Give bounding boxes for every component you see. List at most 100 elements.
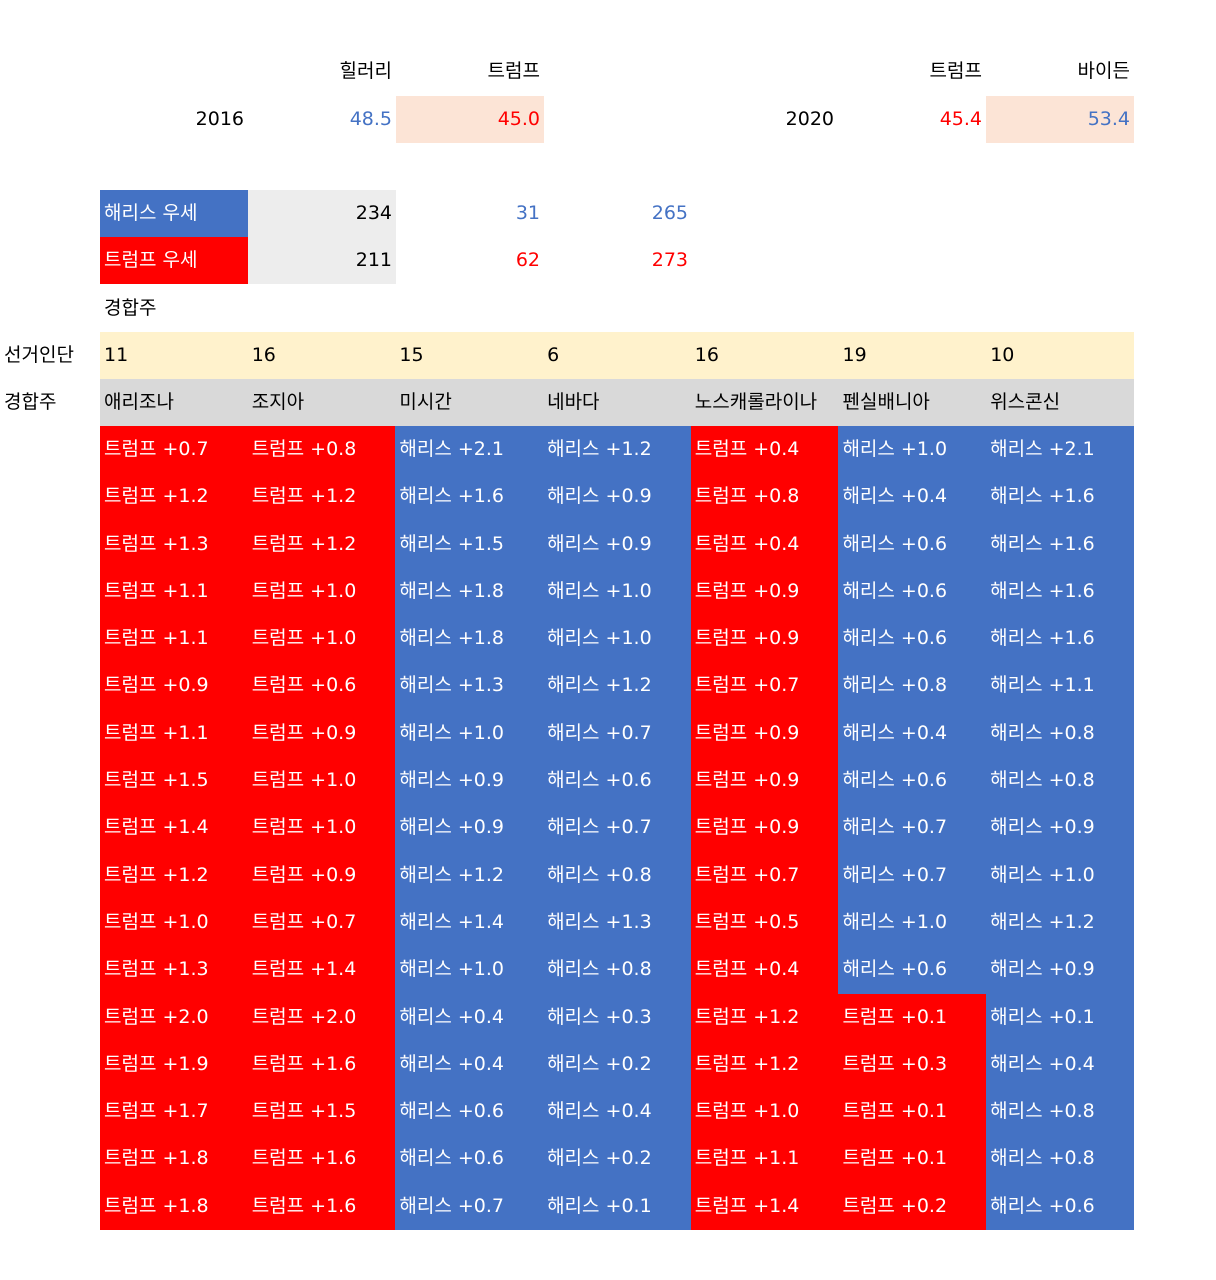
- poll-cell: 트럼프 +2.0: [247, 993, 396, 1041]
- harris-add-ev: 31: [515, 202, 540, 224]
- poll-cell: 트럼프 +2.0: [100, 993, 248, 1041]
- poll-cell: 트럼프 +0.5: [690, 898, 839, 947]
- poll-cell: 해리스 +0.6: [838, 567, 987, 616]
- header-trump-2020: 트럼프: [929, 60, 982, 82]
- poll-cell: 해리스 +0.1: [543, 1182, 691, 1231]
- poll-cell: 해리스 +0.9: [986, 804, 1134, 852]
- poll-cell: 해리스 +0.8: [986, 757, 1134, 805]
- poll-cell: 해리스 +1.2: [543, 662, 691, 710]
- poll-cell: 트럼프 +0.9: [690, 804, 839, 852]
- poll-cell: 트럼프 +0.8: [690, 473, 839, 521]
- poll-cell: 해리스 +0.6: [838, 520, 987, 568]
- poll-cell: 해리스 +1.0: [838, 898, 987, 947]
- poll-cell: 트럼프 +1.2: [690, 993, 839, 1041]
- electoral-votes-cell: 10: [990, 344, 1015, 366]
- poll-cell: 해리스 +0.6: [986, 1182, 1134, 1231]
- poll-cell: 해리스 +1.0: [543, 615, 691, 663]
- poll-cell: 트럼프 +0.9: [690, 757, 839, 805]
- poll-cell: 트럼프 +1.5: [247, 1088, 396, 1136]
- poll-cell: 해리스 +0.4: [395, 993, 544, 1041]
- poll-cell: 트럼프 +1.2: [247, 473, 396, 521]
- poll-cell: 해리스 +1.5: [395, 520, 544, 568]
- poll-cell: 해리스 +0.8: [986, 1135, 1134, 1183]
- biden-2020-value: 53.4: [986, 96, 1134, 143]
- poll-cell: 트럼프 +0.7: [247, 898, 396, 947]
- poll-cell: 해리스 +0.8: [543, 851, 691, 899]
- poll-cell: 트럼프 +1.0: [247, 567, 396, 616]
- state-name-cell: 네바다: [547, 391, 600, 413]
- state-name-cell: 애리조나: [104, 391, 174, 413]
- poll-cell: 해리스 +0.6: [838, 757, 987, 805]
- poll-cell: 해리스 +1.1: [986, 662, 1134, 710]
- poll-cell: 해리스 +0.2: [543, 1040, 691, 1089]
- poll-grid: 트럼프 +0.7 트럼프 +0.8 해리스 +2.1 해리스 +1.2 트럼프 +0.4…: [100, 426, 1134, 1231]
- trump-base-ev: 211: [248, 237, 396, 284]
- trump-2016-value: 45.0: [396, 96, 544, 143]
- trump-2020-value: 45.4: [939, 108, 982, 130]
- poll-cell: 트럼프 +1.2: [690, 1040, 839, 1089]
- poll-cell: 트럼프 +0.9: [100, 662, 248, 710]
- poll-cell: 트럼프 +1.7: [100, 1088, 248, 1136]
- poll-cell: 해리스 +0.4: [986, 1040, 1134, 1089]
- poll-cell: 트럼프 +1.4: [100, 804, 248, 852]
- poll-cell: 해리스 +0.6: [395, 1088, 544, 1136]
- poll-cell: 해리스 +1.6: [986, 567, 1134, 616]
- header-hillary: 힐러리: [339, 60, 392, 82]
- state-name-cell: 노스캐롤라이나: [694, 391, 818, 413]
- poll-cell: 트럼프 +1.1: [690, 1135, 839, 1183]
- poll-cell: 트럼프 +0.4: [690, 520, 839, 568]
- poll-cell: 해리스 +0.4: [838, 709, 987, 758]
- poll-cell: 트럼프 +1.6: [247, 1040, 396, 1089]
- poll-cell: 트럼프 +0.1: [838, 993, 987, 1041]
- trump-add-ev: 62: [515, 249, 540, 271]
- trump-total-ev: 273: [651, 249, 688, 271]
- poll-cell: 해리스 +0.8: [986, 709, 1134, 758]
- poll-cell: 트럼프 +0.3: [838, 1040, 987, 1089]
- poll-cell: 해리스 +0.3: [543, 993, 691, 1041]
- poll-cell: 해리스 +0.4: [838, 473, 987, 521]
- header-trump-2016: 트럼프: [487, 60, 540, 82]
- electoral-votes-row: 11 16 15 6 16 19 10: [100, 332, 1134, 379]
- poll-cell: 트럼프 +0.4: [690, 946, 839, 994]
- poll-cell: 해리스 +0.6: [838, 946, 987, 994]
- poll-cell: 해리스 +1.3: [395, 662, 544, 710]
- poll-cell: 트럼프 +1.4: [690, 1182, 839, 1231]
- state-row-label: 경합주: [4, 391, 57, 413]
- poll-cell: 해리스 +1.0: [543, 567, 691, 616]
- poll-cell: 해리스 +0.2: [543, 1135, 691, 1183]
- poll-cell: 트럼프 +1.5: [100, 757, 248, 805]
- poll-cell: 트럼프 +1.0: [247, 615, 396, 663]
- poll-cell: 트럼프 +1.6: [247, 1135, 396, 1183]
- electoral-votes-cell: 15: [399, 344, 424, 366]
- electoral-votes-cell: 16: [694, 344, 719, 366]
- poll-cell: 트럼프 +1.8: [100, 1182, 248, 1231]
- state-name-cell: 미시간: [399, 391, 452, 413]
- poll-cell: 해리스 +1.4: [395, 898, 544, 947]
- poll-cell: 트럼프 +1.1: [100, 709, 248, 758]
- poll-cell: 트럼프 +0.7: [100, 426, 248, 474]
- poll-cell: 트럼프 +1.1: [100, 567, 248, 616]
- poll-cell: 트럼프 +1.0: [690, 1088, 839, 1136]
- poll-cell: 해리스 +1.8: [395, 615, 544, 663]
- poll-cell: 트럼프 +1.0: [247, 757, 396, 805]
- poll-cell: 해리스 +1.2: [543, 426, 691, 474]
- poll-cell: 트럼프 +1.0: [247, 804, 396, 852]
- poll-cell: 해리스 +1.2: [395, 851, 544, 899]
- poll-cell: 트럼프 +1.3: [100, 520, 248, 568]
- poll-cell: 해리스 +1.3: [543, 898, 691, 947]
- poll-cell: 해리스 +1.6: [395, 473, 544, 521]
- poll-cell: 해리스 +0.6: [543, 757, 691, 805]
- poll-cell: 해리스 +0.7: [543, 804, 691, 852]
- poll-cell: 해리스 +0.9: [543, 520, 691, 568]
- year-2020: 2020: [785, 108, 834, 130]
- electoral-votes-cell: 11: [104, 344, 129, 366]
- poll-cell: 트럼프 +1.9: [100, 1040, 248, 1089]
- poll-cell: 해리스 +0.6: [395, 1135, 544, 1183]
- poll-cell: 해리스 +1.2: [986, 898, 1134, 947]
- poll-cell: 트럼프 +0.9: [690, 615, 839, 663]
- electoral-votes-cell: 6: [547, 344, 560, 366]
- poll-cell: 트럼프 +1.6: [247, 1182, 396, 1231]
- poll-cell: 트럼프 +0.4: [690, 426, 839, 474]
- poll-cell: 트럼프 +0.1: [838, 1088, 987, 1136]
- poll-cell: 트럼프 +1.3: [100, 946, 248, 994]
